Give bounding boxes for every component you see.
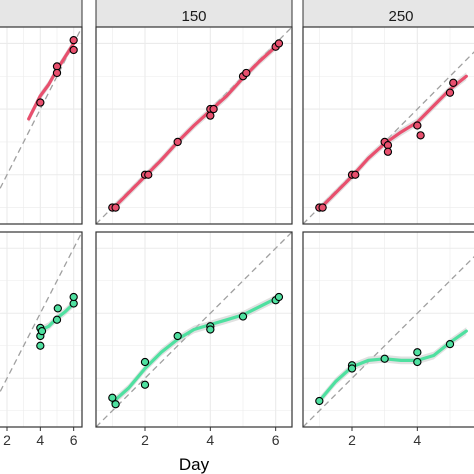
panel-background — [303, 232, 474, 427]
facet-strip-label: 250 — [388, 8, 413, 25]
data-point — [315, 396, 324, 406]
data-point — [449, 78, 458, 87]
data-point — [383, 147, 393, 156]
data-point — [69, 45, 78, 55]
panel-border — [95, 231, 293, 428]
x-tick-label: 2 — [3, 432, 11, 448]
data-point — [274, 292, 284, 302]
identity-reference-line — [0, 232, 82, 394]
facet-strip-label: 150 — [181, 8, 206, 25]
facet-panel — [303, 232, 474, 427]
identity-reference-line — [96, 232, 292, 427]
confidence-ribbon — [319, 72, 467, 214]
data-point — [69, 35, 78, 45]
identity-reference-line — [303, 51, 474, 224]
data-point — [238, 312, 248, 321]
panel-border — [302, 231, 474, 428]
facet-panels: 150 250 2 4 6 2 4 6 2 4 — [0, 0, 474, 448]
smooth-trend-line — [317, 329, 468, 403]
data-point — [413, 357, 422, 367]
data-point — [144, 170, 153, 179]
data-point — [274, 39, 284, 48]
x-tick-label: 6 — [70, 432, 78, 448]
data-point — [36, 341, 45, 350]
panel-border — [0, 231, 83, 428]
data-point — [108, 393, 117, 402]
facet-strip — [302, 0, 474, 28]
data-point — [52, 68, 62, 78]
data-point — [36, 98, 45, 107]
data-point — [318, 203, 327, 212]
facet-panel — [303, 27, 474, 224]
x-axis-title: Day — [179, 455, 210, 474]
x-tick-label: 4 — [413, 432, 421, 448]
identity-reference-line — [303, 255, 474, 427]
data-point — [445, 339, 455, 349]
data-point — [206, 111, 215, 120]
data-point — [209, 104, 218, 114]
data-point — [413, 121, 422, 130]
x-tick-label: 4 — [206, 432, 214, 448]
data-point — [69, 292, 78, 302]
data-point — [445, 88, 455, 97]
smooth-trend-line — [110, 297, 278, 405]
x-tick-label: 4 — [36, 432, 44, 448]
data-point — [380, 354, 389, 363]
facet-panel — [0, 232, 82, 427]
panel-background — [0, 27, 82, 224]
data-point — [416, 131, 425, 140]
panel-background — [303, 27, 474, 224]
x-tick-label: 6 — [272, 432, 280, 448]
data-point — [53, 304, 62, 313]
data-point — [413, 348, 422, 357]
facet-panel — [96, 232, 292, 427]
data-point — [242, 68, 251, 78]
data-point — [351, 170, 360, 179]
data-point — [111, 400, 120, 409]
data-point — [111, 203, 120, 212]
facet-panel — [96, 27, 292, 224]
x-tick-label: 2 — [141, 432, 149, 448]
smooth-trend-line — [317, 74, 468, 211]
data-point — [52, 315, 62, 324]
data-point — [37, 326, 47, 336]
facet-strip — [95, 0, 293, 28]
facet-strip — [0, 0, 83, 28]
panel-border — [95, 26, 293, 225]
facet-panel — [0, 27, 82, 224]
panel-border — [302, 26, 474, 225]
data-point — [140, 380, 150, 389]
x-tick-label: 2 — [348, 432, 356, 448]
data-point — [140, 357, 150, 367]
data-point — [347, 364, 357, 373]
data-point — [206, 325, 215, 334]
panel-border — [0, 26, 83, 225]
data-point — [173, 331, 182, 341]
data-point — [173, 137, 182, 147]
